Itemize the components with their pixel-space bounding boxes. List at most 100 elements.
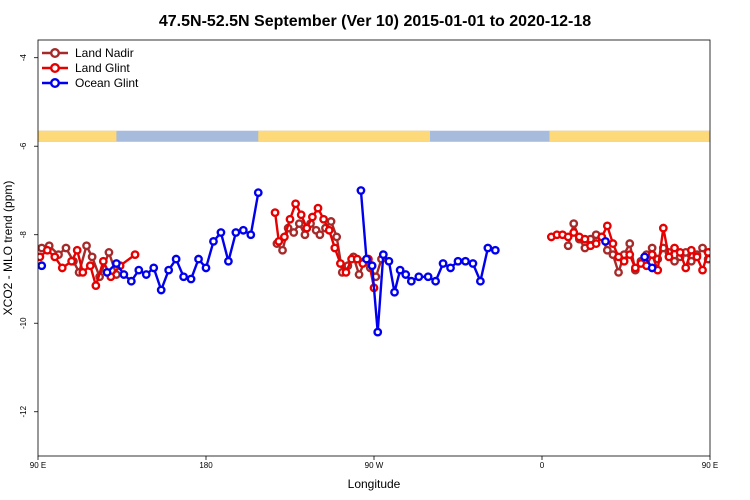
x-tick-label: 90 E — [30, 461, 46, 470]
data-point — [352, 254, 362, 264]
data-point — [246, 230, 256, 240]
data-point — [630, 263, 640, 273]
data-point — [395, 265, 405, 275]
data-point — [274, 236, 284, 246]
legend-marker — [50, 62, 61, 73]
data-point — [209, 236, 218, 246]
data-point — [709, 258, 710, 264]
data-point — [67, 256, 77, 266]
data-point — [201, 263, 211, 273]
data-point — [727, 274, 733, 280]
data-point — [681, 263, 691, 273]
data-point — [335, 259, 345, 268]
data-point — [164, 265, 174, 275]
data-point — [414, 272, 424, 282]
plot-frame — [37, 39, 711, 457]
data-point — [91, 281, 101, 291]
data-point — [692, 252, 702, 262]
data-point — [664, 252, 674, 262]
y-tick-label: -6 — [19, 142, 28, 150]
data-point — [104, 248, 114, 257]
data-point — [326, 217, 336, 226]
legend-marker — [50, 48, 61, 59]
data-point — [156, 285, 166, 295]
legend-label: Land Glint — [75, 61, 130, 75]
data-point — [149, 263, 159, 273]
data-point — [739, 254, 745, 260]
data-point — [446, 263, 455, 273]
data-point — [670, 243, 679, 253]
data-point — [130, 250, 140, 260]
data-point — [319, 214, 328, 224]
data-point — [401, 270, 411, 279]
legend-label: Ocean Glint — [75, 76, 139, 90]
data-point — [423, 272, 433, 282]
y-axis-label: XCO2 - MLO trend (ppm) — [1, 181, 15, 316]
data-point — [608, 239, 618, 248]
data-point — [670, 256, 679, 266]
data-point — [171, 254, 181, 264]
data-point — [367, 261, 377, 271]
data-point — [278, 245, 287, 255]
data-point — [591, 239, 601, 248]
data-point — [563, 232, 573, 242]
data-point — [356, 186, 366, 195]
data-point — [461, 256, 470, 266]
data-point — [569, 219, 579, 229]
data-point — [384, 256, 394, 266]
data-point — [179, 272, 189, 282]
data-point — [285, 214, 295, 224]
data-point — [307, 212, 317, 222]
y-tick-label: -12 — [19, 405, 28, 417]
data-point — [647, 263, 657, 273]
x-tick-label: 90 E — [702, 461, 718, 470]
data-point — [563, 241, 573, 251]
data-point — [698, 243, 707, 253]
y-tick-label: -8 — [19, 231, 28, 239]
data-point — [98, 256, 108, 266]
x-tick-label: 0 — [540, 461, 545, 470]
data-point — [675, 248, 685, 257]
data-point — [238, 225, 248, 235]
data-point — [85, 261, 95, 271]
plot-area: -4 -6 -8 -10 -12 90 E 180 90 W 0 90 E — [19, 54, 750, 470]
data-point — [468, 259, 478, 268]
data-point — [87, 252, 97, 262]
x-axis-label: Longitude — [348, 477, 401, 491]
data-point — [580, 234, 590, 244]
data-point — [324, 225, 334, 235]
land-mask-segment — [258, 130, 430, 142]
data-point — [296, 210, 306, 220]
legend-label: Land Nadir — [75, 46, 134, 60]
data-point — [289, 228, 299, 237]
data-point — [475, 276, 485, 286]
y-tick-label: -10 — [19, 317, 28, 329]
data-point — [82, 241, 91, 251]
land-mask-segment — [38, 130, 117, 142]
data-point — [647, 250, 657, 260]
data-point — [330, 243, 340, 253]
data-point — [431, 276, 440, 286]
data-point — [406, 276, 416, 286]
data-point — [601, 236, 610, 246]
data-point — [733, 280, 739, 286]
data-point — [302, 223, 312, 233]
data-point — [716, 256, 722, 262]
data-point — [703, 248, 710, 257]
data-point — [744, 269, 750, 275]
data-point — [354, 270, 364, 279]
data-point — [483, 243, 493, 253]
data-point — [341, 267, 351, 277]
data-point — [57, 263, 67, 273]
data-point — [373, 327, 383, 337]
data-point — [735, 267, 741, 273]
data-point — [126, 276, 136, 286]
data-point — [625, 250, 635, 260]
data-point — [362, 254, 371, 264]
data-point — [614, 252, 623, 262]
data-point — [186, 274, 196, 284]
data-point — [390, 287, 399, 297]
data-point — [279, 232, 289, 242]
data-point — [294, 219, 304, 229]
